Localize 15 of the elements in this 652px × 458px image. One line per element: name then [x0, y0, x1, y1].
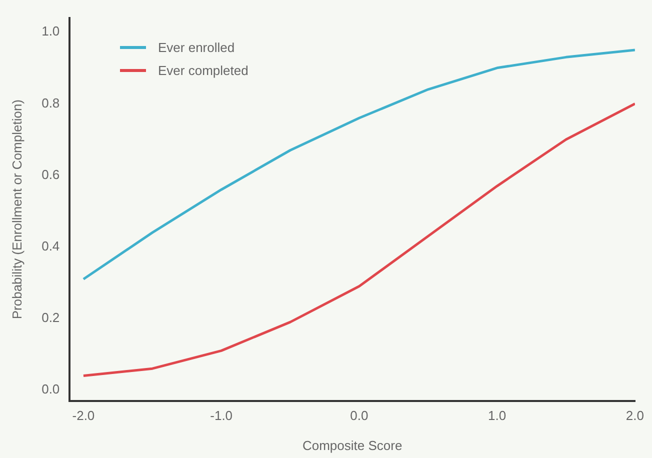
y-tick-label: 0.0 [42, 382, 60, 397]
y-tick-label: 0.4 [42, 238, 60, 254]
x-tick-label: 2.0 [626, 408, 644, 424]
y-tick-label: 0.8 [42, 95, 60, 110]
y-tick-label: 0.2 [42, 310, 60, 326]
x-axis-title: Composite Score [302, 438, 402, 453]
x-tick-label: -2.0 [72, 408, 95, 424]
x-tick-label: 0.0 [350, 408, 368, 424]
x-tick-label: -1.0 [210, 408, 233, 424]
y-axis-title: Probability (Enrollment or Completion) [9, 99, 24, 320]
y-tick-label: 0.6 [42, 166, 60, 182]
x-tick-label: 1.0 [488, 408, 506, 424]
y-tick-label: 1.0 [42, 24, 60, 39]
legend-label: Ever completed [158, 63, 248, 78]
legend-label: Ever enrolled [158, 40, 235, 55]
